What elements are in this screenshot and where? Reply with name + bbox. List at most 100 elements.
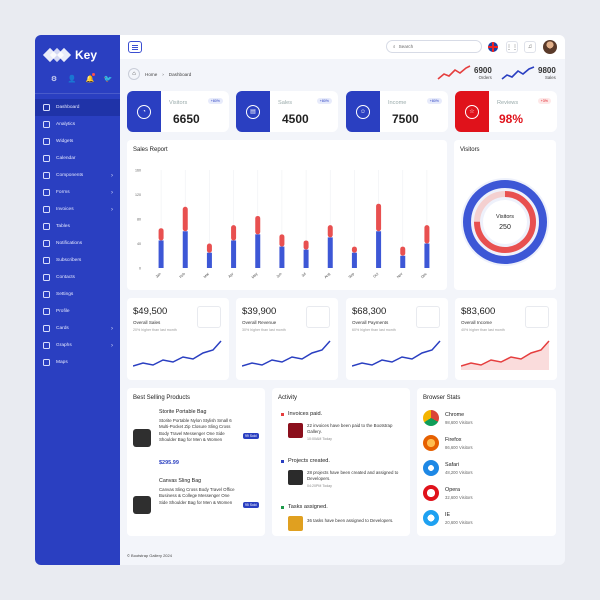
bar-segment[interactable] [182, 206, 188, 232]
sidebar-item-profile[interactable]: Profile [35, 303, 120, 320]
sidebar-item-label: Invoices [56, 207, 74, 212]
bar-segment[interactable] [327, 225, 333, 238]
breadcrumb-home[interactable]: Home [145, 71, 158, 77]
bar-segment[interactable] [424, 225, 430, 244]
sidebar-item-label: Widgets [56, 139, 74, 144]
browser-visitors: 20,600 Visitors [445, 519, 473, 525]
product-name[interactable]: Canvas Sling Bag [159, 478, 202, 484]
product-desc: Storite Portable Nylon Stylish Small 6 M… [159, 418, 232, 443]
sidebar-item-label: Contacts [56, 275, 75, 280]
sidebar-item-analytics[interactable]: Analytics [35, 116, 120, 133]
visitors-donut-chart: Visitors 250 [461, 178, 549, 266]
kpi-value: 4500 [282, 112, 309, 126]
dashboard-icon [43, 104, 50, 111]
kpi-icon-box: ☺ [346, 91, 380, 132]
donut-slice[interactable] [463, 180, 547, 264]
bar-segment[interactable] [255, 215, 261, 235]
sidebar-item-widgets[interactable]: Widgets [35, 133, 120, 150]
bar-segment[interactable] [255, 234, 261, 268]
browser-stats-title: Browser Stats [423, 395, 461, 401]
user-icon[interactable]: 👤 [67, 76, 77, 83]
bar-segment[interactable] [158, 228, 164, 241]
bar-segment[interactable] [206, 252, 212, 268]
kpi-value: 7500 [392, 112, 419, 126]
sidebar-item-invoices[interactable]: Invoices › [35, 201, 120, 218]
search-box[interactable]: ⌕ Search [386, 40, 482, 53]
home-icon[interactable]: ⌂ [128, 68, 140, 80]
bell-icon[interactable]: ♫ [524, 41, 536, 53]
kpi-card-income[interactable]: ☺ Income 7500 +80% [346, 91, 448, 132]
avatar[interactable] [543, 40, 557, 54]
apps-grid-icon[interactable]: ⋮⋮ [506, 41, 518, 53]
x-tick-label: Jun [276, 272, 283, 279]
sidebar-divider [35, 93, 120, 94]
menu-toggle-button[interactable] [128, 41, 142, 53]
bar-segment[interactable] [303, 240, 309, 250]
bar-segment[interactable] [279, 234, 285, 247]
sidebar-item-label: Components [56, 173, 84, 178]
x-tick-label: Feb [179, 272, 186, 279]
sidebar: Key ⚙ 👤 🔔 🐦 Dashboard Analytics Widgets Cal… [35, 35, 120, 565]
donut-slice[interactable] [474, 191, 536, 253]
sidebar-item-graphs[interactable]: Graphs › [35, 337, 120, 354]
bar-segment[interactable] [279, 246, 285, 268]
bar-segment[interactable] [303, 249, 309, 268]
bar-segment[interactable] [400, 246, 406, 256]
kpi-badge: +80% [316, 98, 332, 104]
gear-icon [43, 291, 50, 298]
sidebar-item-components[interactable]: Components › [35, 167, 120, 184]
sidebar-item-settings[interactable]: Settings [35, 286, 120, 303]
orders-value: 6900 [474, 65, 492, 75]
kpi-title: Visitors [169, 100, 188, 106]
bar-segment[interactable] [424, 243, 430, 269]
sidebar-item-calendar[interactable]: Calendar [35, 150, 120, 167]
revenue-value: $68,300 [352, 306, 387, 317]
brand-logo[interactable]: Key [35, 35, 120, 67]
bar-segment[interactable] [158, 240, 164, 268]
sidebar-item-tables[interactable]: Tables [35, 218, 120, 235]
sidebar-item-notifications[interactable]: Notifications [35, 235, 120, 252]
product-price: $295.99 [159, 460, 179, 466]
bar-segment[interactable] [182, 231, 188, 268]
bar-segment[interactable] [376, 231, 382, 268]
breadcrumb-current: Dashboard [168, 71, 192, 77]
settings-icon[interactable]: ⚙ [50, 76, 58, 83]
decorative-icon [416, 306, 440, 328]
kpi-card-reviews[interactable]: ☆ Reviews 98% +3% [455, 91, 557, 132]
browser-stats-card: Browser Stats Chrome 98,600 Visitors Firef… [417, 388, 556, 536]
search-input[interactable]: Search [398, 44, 414, 49]
notification-icon[interactable]: 🔔 [85, 73, 95, 84]
activity-time: 04:20PM Today [307, 484, 332, 488]
sidebar-item-contacts[interactable]: Contacts [35, 269, 120, 286]
kpi-card-visitors[interactable]: ◔ Visitors 6650 +80% [127, 91, 229, 132]
sidebar-item-maps[interactable]: Maps [35, 354, 120, 371]
sidebar-item-cards[interactable]: Cards › [35, 320, 120, 337]
bar-segment[interactable] [231, 240, 237, 268]
bar-segment[interactable] [400, 255, 406, 268]
bar-segment[interactable] [376, 203, 382, 232]
note-icon: ▤ [246, 104, 260, 119]
bar-segment[interactable] [351, 246, 357, 253]
bar-segment[interactable] [327, 237, 333, 268]
bar-segment[interactable] [351, 252, 357, 268]
uk-flag-icon[interactable] [488, 42, 498, 52]
sidebar-item-subscribers[interactable]: Subscribers [35, 252, 120, 269]
bar-segment[interactable] [206, 243, 212, 253]
activity-title-text: Invoices paid. [288, 411, 323, 417]
revenue-sparkline [133, 340, 222, 367]
kpi-card-sales[interactable]: ▤ Sales 4500 +80% [236, 91, 338, 132]
users-icon [43, 257, 50, 264]
sidebar-item-forms[interactable]: Forms › [35, 184, 120, 201]
decorative-icon [306, 306, 330, 328]
bar-segment[interactable] [231, 225, 237, 241]
browser-row-firefox: Firefox 86,600 Visitors [423, 435, 473, 451]
donut-center-label: Visitors [496, 214, 514, 220]
revenue-value: $39,900 [242, 306, 277, 317]
twitter-icon[interactable]: 🐦 [103, 76, 113, 83]
sidebar-item-dashboard[interactable]: Dashboard [35, 99, 120, 116]
chevron-right-icon: › [111, 206, 113, 213]
browser-name: IE [445, 511, 451, 518]
product-name[interactable]: Storite Portable Bag [159, 409, 207, 415]
opera-icon [423, 485, 439, 501]
revenue-note: 30% higher than last month [242, 328, 286, 332]
